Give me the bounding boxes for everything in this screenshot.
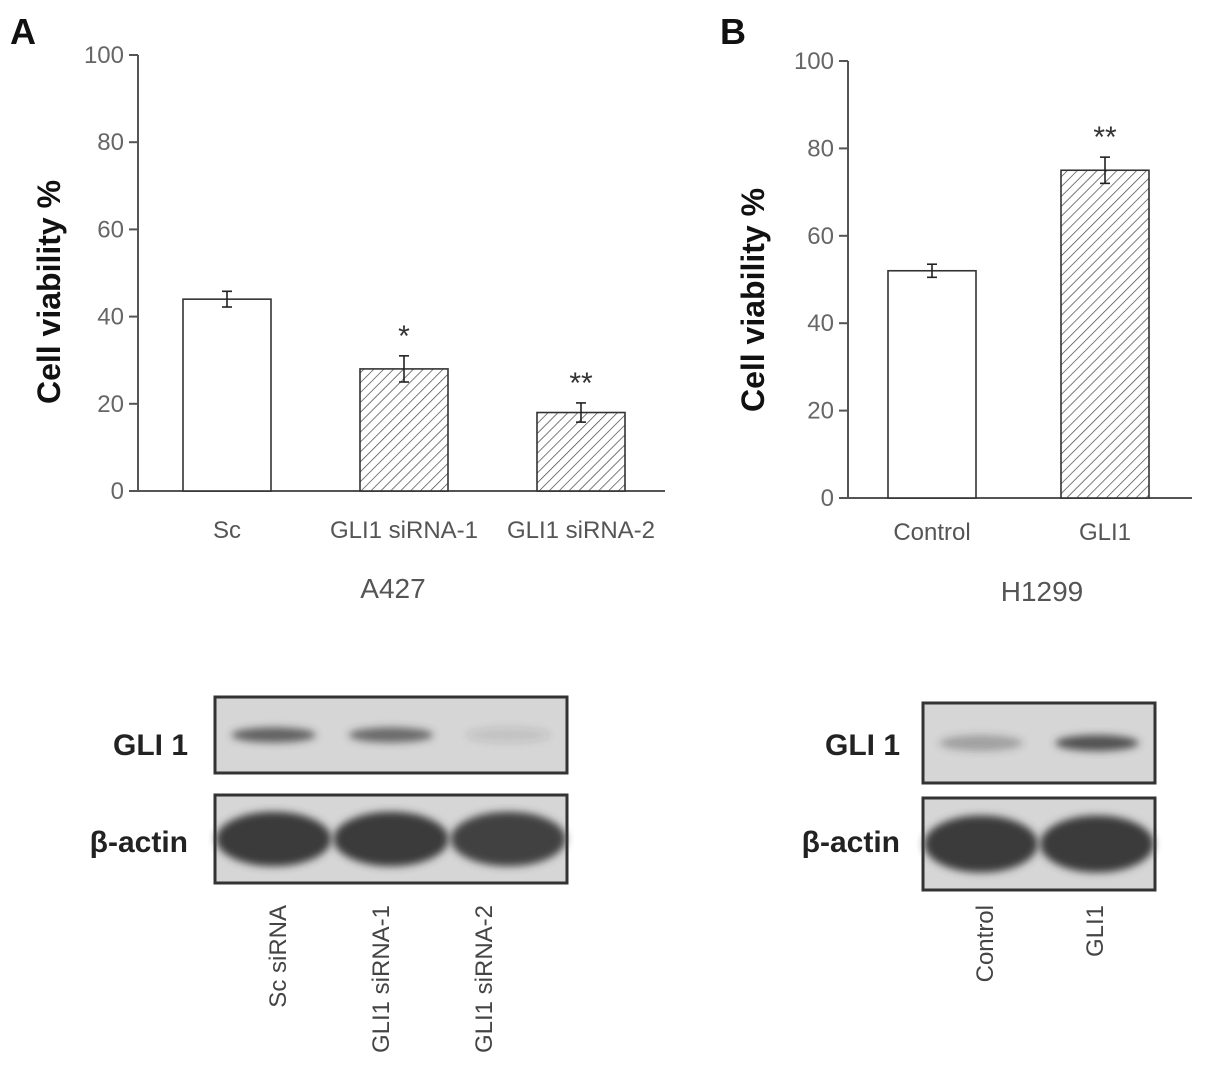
panel-a-x-axis-label: A427 xyxy=(360,573,425,604)
panel-a-bar xyxy=(536,411,626,492)
blot-a-band xyxy=(466,727,551,743)
blot-a-row-label-actin: β-actin xyxy=(90,826,188,859)
blot-a-row-label-gli1: GLI 1 xyxy=(113,729,188,762)
panel-b-y-tick-label: 20 xyxy=(807,398,834,425)
panel-b-error-bar xyxy=(927,263,937,279)
panel-a-category-label: Sc xyxy=(213,517,241,544)
panel-a-category-label: GLI1 siRNA-2 xyxy=(507,517,655,544)
blot-b-row-label-actin: β-actin xyxy=(802,826,900,859)
panel-b-y-tick-label: 80 xyxy=(807,135,834,162)
panel-b-y-axis-label: Cell viability % xyxy=(735,188,771,412)
blot-a-band xyxy=(450,811,566,867)
panel-a-category-label: GLI1 siRNA-1 xyxy=(330,517,478,544)
blot-a-band xyxy=(333,811,449,867)
panel-a-error-bar xyxy=(399,355,409,383)
panel-b-letter: B xyxy=(720,11,746,52)
blot-a-lane-label: GLI1 siRNA-2 xyxy=(471,905,498,1053)
panel-a-error-bar xyxy=(222,290,232,308)
panel-b-error-bar xyxy=(1100,156,1110,185)
panel-b-x-axis-label: H1299 xyxy=(1001,576,1084,607)
blot-b-band xyxy=(1055,735,1139,751)
blot-b-band xyxy=(924,815,1038,873)
blot-b-row-label-gli1: GLI 1 xyxy=(825,729,900,762)
panel-a-y-tick-label: 60 xyxy=(97,216,124,243)
panel-a-y-tick-label: 100 xyxy=(84,42,124,69)
panel-a-letter: A xyxy=(10,11,36,52)
panel-b-bar xyxy=(887,269,977,499)
panel-a-significance-marker: * xyxy=(398,320,410,353)
blot-b-band xyxy=(939,735,1023,751)
panel-b-category-label: GLI1 xyxy=(1079,519,1131,546)
blot-a-lane-label: Sc siRNA xyxy=(265,905,292,1008)
blot-a-band xyxy=(216,811,332,867)
blot-b-lane-label: GLI1 xyxy=(1082,905,1109,957)
blot-b-lane-label: Control xyxy=(972,905,999,982)
panel-b-category-label: Control xyxy=(893,519,970,546)
panel-a-bar xyxy=(182,298,272,492)
panel-a-y-tick-label: 0 xyxy=(111,478,124,505)
panel-a-y-axis-label: Cell viability % xyxy=(31,180,67,404)
panel-b-chart: B Cell viability % 0 20 40 60 80 100 Control *… xyxy=(720,11,1192,607)
panel-b-y-tick-label: 60 xyxy=(807,223,834,250)
blot-a-band xyxy=(231,727,316,743)
panel-a-error-bar xyxy=(576,402,586,423)
panel-a-y-tick-label: 20 xyxy=(97,391,124,418)
panel-a-bar xyxy=(359,368,449,492)
panel-b-y-tick-label: 100 xyxy=(794,48,834,75)
panel-b-bar xyxy=(1060,169,1150,499)
panel-b-significance-marker: ** xyxy=(1093,121,1117,154)
panel-a-significance-marker: ** xyxy=(569,367,593,400)
blot-b-band xyxy=(1040,815,1154,873)
blot-a-band xyxy=(348,727,434,743)
panel-b-western-blot: GLI 1 β-actin Control GLI1 xyxy=(802,701,1157,982)
panel-a-western-blot: GLI 1 β-actin Sc siRNA GLI1 siRNA-1 GLI1 s… xyxy=(90,695,569,1053)
blot-a-lane-label: GLI1 siRNA-1 xyxy=(368,905,395,1053)
panel-b-y-tick-label: 0 xyxy=(821,485,834,512)
panel-a-chart: A Cell viability % 0 20 40 60 80 100 Sc * GLI1 … xyxy=(10,11,665,604)
panel-a-y-tick-label: 80 xyxy=(97,129,124,156)
panel-b-y-tick-label: 40 xyxy=(807,310,834,337)
panel-a-y-tick-label: 40 xyxy=(97,304,124,331)
